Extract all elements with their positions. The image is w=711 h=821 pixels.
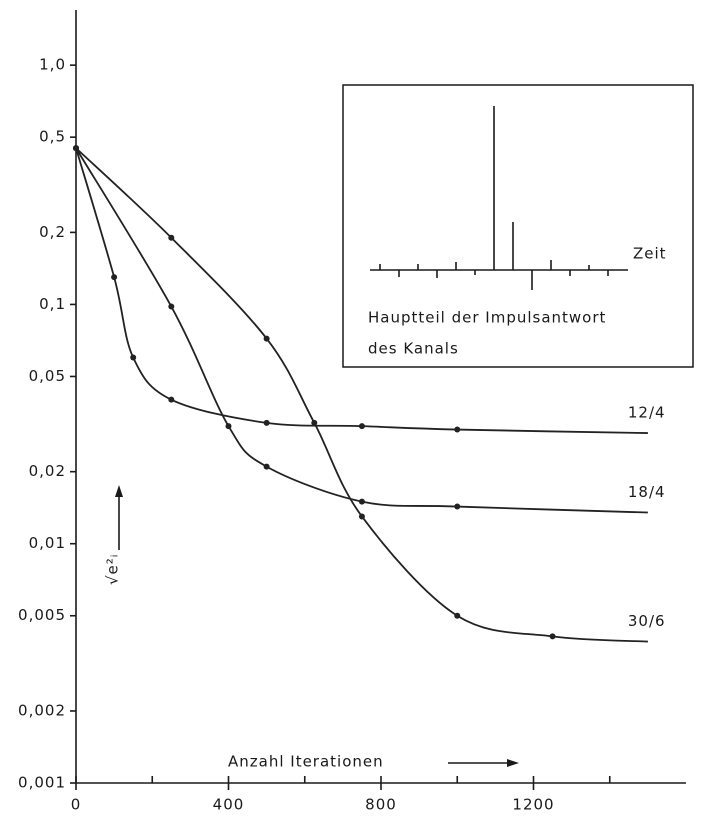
y-tick-label: 0,05 bbox=[29, 367, 66, 385]
y-tick-label: 0,2 bbox=[39, 223, 66, 241]
x-tick-label: 0 bbox=[71, 796, 82, 814]
inset-caption: Hauptteil der Impulsantwort bbox=[368, 309, 606, 327]
data-point bbox=[168, 234, 175, 241]
series-label: 18/4 bbox=[628, 483, 666, 501]
data-point bbox=[358, 498, 365, 505]
data-point bbox=[111, 274, 118, 281]
y-tick-label: 0,02 bbox=[29, 462, 66, 480]
data-point bbox=[130, 354, 137, 361]
data-point bbox=[225, 423, 232, 430]
data-point bbox=[263, 463, 270, 470]
data-point bbox=[454, 612, 461, 619]
y-axis-label: √e²ᵢ bbox=[104, 554, 122, 585]
inset-caption: des Kanals bbox=[368, 340, 459, 358]
data-point bbox=[549, 633, 556, 640]
data-point bbox=[168, 396, 175, 403]
data-point bbox=[454, 426, 461, 433]
series-line bbox=[75, 147, 648, 514]
y-tick-label: 0,5 bbox=[39, 128, 66, 146]
y-tick-label: 0,002 bbox=[18, 701, 66, 719]
x-arrow bbox=[448, 759, 519, 767]
inset: Zeit Hauptteil der Impulsantwort des Kan… bbox=[342, 84, 694, 368]
data-point bbox=[263, 419, 270, 426]
y-arrow bbox=[115, 485, 123, 550]
data-point bbox=[168, 303, 175, 310]
inset-frame bbox=[342, 84, 694, 368]
x-tick-label: 800 bbox=[365, 796, 397, 814]
data-point bbox=[358, 423, 365, 430]
data-point bbox=[73, 145, 79, 152]
series-label: 30/6 bbox=[628, 612, 666, 630]
data-point bbox=[358, 513, 365, 520]
y-tick-label: 0,001 bbox=[18, 774, 66, 792]
inset-stems bbox=[370, 106, 628, 290]
y-tick-label: 0,1 bbox=[39, 295, 66, 313]
x-tick-label: 400 bbox=[213, 796, 245, 814]
y-tick-label: 0,01 bbox=[29, 534, 66, 552]
data-point bbox=[263, 335, 270, 342]
data-point bbox=[454, 503, 461, 510]
x-axis-label: Anzahl Iterationen bbox=[228, 753, 384, 771]
y-tick-label: 0,005 bbox=[18, 606, 66, 624]
x-tick-label: 1200 bbox=[512, 796, 554, 814]
series-label: 12/4 bbox=[628, 404, 666, 422]
inset-axis-label: Zeit bbox=[633, 245, 667, 263]
data-point bbox=[311, 419, 318, 426]
y-tick-label: 1,0 bbox=[39, 56, 66, 74]
series-line bbox=[75, 147, 648, 643]
